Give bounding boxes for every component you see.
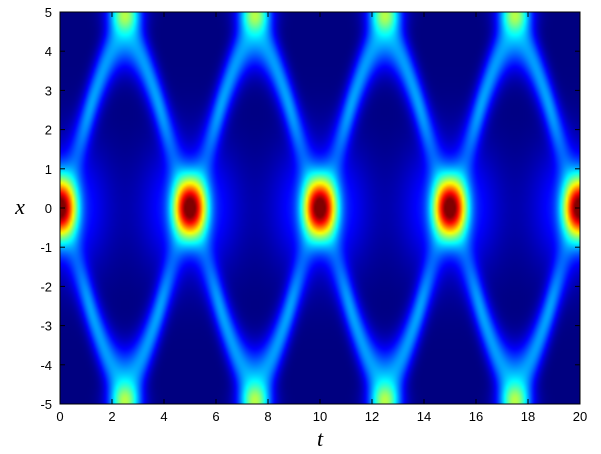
heatmap-image (60, 12, 580, 404)
x-tick-label: 18 (521, 409, 535, 424)
y-tick-label: -1 (40, 240, 52, 255)
y-tick-label: -4 (40, 358, 52, 373)
y-tick-label: 3 (45, 83, 52, 98)
y-axis-label: x (14, 194, 25, 219)
x-tick-label: 0 (56, 409, 63, 424)
x-tick-label: 8 (264, 409, 271, 424)
x-tick-label: 14 (417, 409, 431, 424)
x-tick-label: 10 (313, 409, 327, 424)
y-tick-label: 4 (45, 44, 52, 59)
y-tick-label: 0 (45, 201, 52, 216)
x-axis-label: t (317, 426, 324, 451)
x-tick-label: 6 (212, 409, 219, 424)
x-tick-label: 16 (469, 409, 483, 424)
y-tick-label: -2 (40, 279, 52, 294)
x-tick-label: 4 (160, 409, 167, 424)
y-tick-label: 1 (45, 162, 52, 177)
y-tick-label: -5 (40, 397, 52, 412)
x-tick-label: 12 (365, 409, 379, 424)
x-axis-ticks: 0 2 4 6 8 10 12 14 16 18 20 (56, 12, 587, 424)
x-tick-label: 2 (108, 409, 115, 424)
y-tick-label: 2 (45, 123, 52, 138)
y-tick-label: 5 (45, 5, 52, 20)
x-tick-label: 20 (573, 409, 587, 424)
y-axis-ticks: -5 -4 -3 -2 -1 0 1 2 3 4 5 (40, 5, 580, 412)
y-tick-label: -3 (40, 319, 52, 334)
plot-area (59, 11, 581, 405)
